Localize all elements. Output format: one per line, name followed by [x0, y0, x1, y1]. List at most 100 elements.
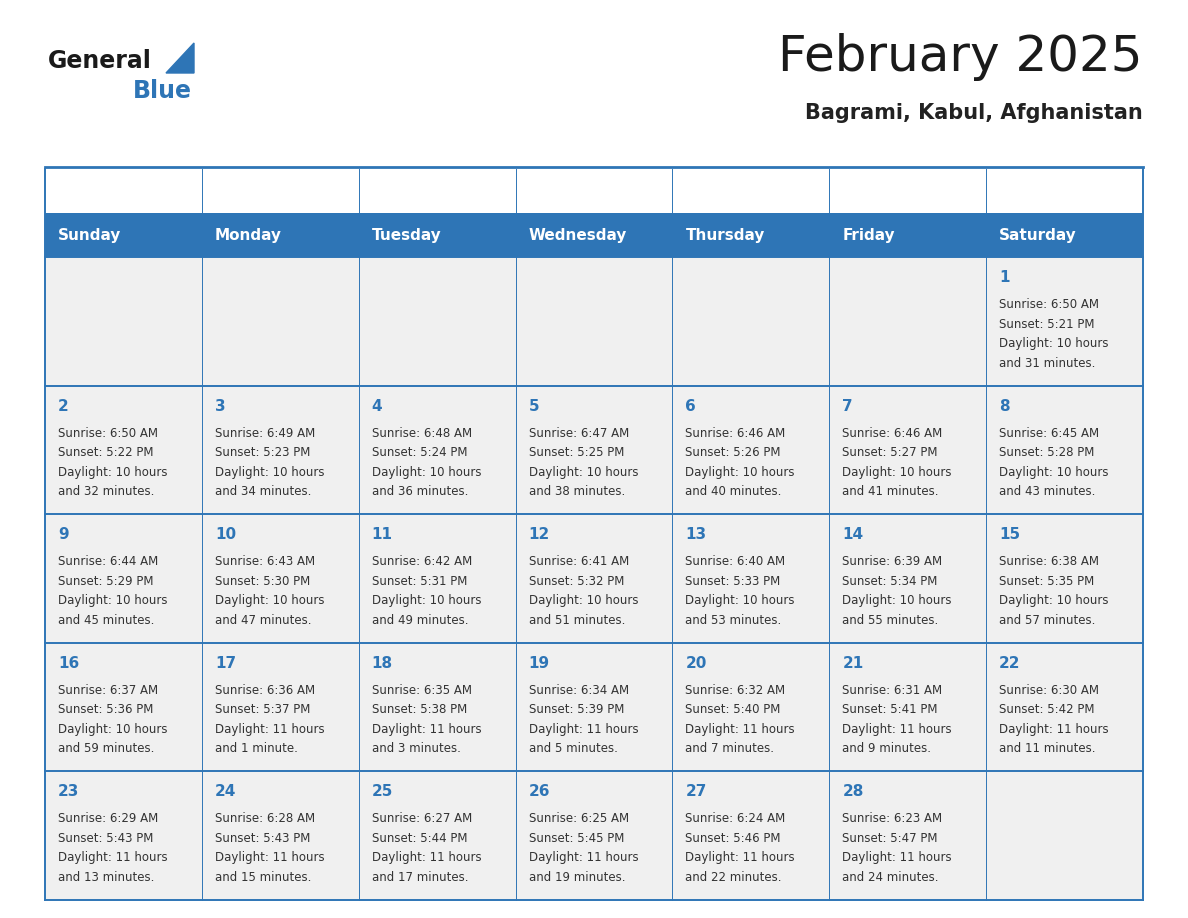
Text: 6: 6 — [685, 398, 696, 414]
Bar — [516, 386, 672, 514]
Text: and 45 minutes.: and 45 minutes. — [58, 614, 154, 627]
Text: 3: 3 — [215, 398, 226, 414]
Text: and 57 minutes.: and 57 minutes. — [999, 614, 1095, 627]
Text: 9: 9 — [58, 527, 69, 543]
Text: Sunrise: 6:35 AM: Sunrise: 6:35 AM — [372, 684, 472, 697]
Text: General: General — [48, 49, 152, 73]
Text: Sunset: 5:45 PM: Sunset: 5:45 PM — [529, 832, 624, 845]
Bar — [45, 643, 202, 771]
Text: 15: 15 — [999, 527, 1020, 543]
Text: Wednesday: Wednesday — [529, 228, 627, 242]
Bar — [359, 514, 516, 643]
Text: Sunset: 5:47 PM: Sunset: 5:47 PM — [842, 832, 937, 845]
Text: Sunrise: 6:45 AM: Sunrise: 6:45 AM — [999, 427, 1099, 440]
Text: and 5 minutes.: and 5 minutes. — [529, 743, 618, 756]
Text: 22: 22 — [999, 655, 1020, 671]
Text: Sunrise: 6:34 AM: Sunrise: 6:34 AM — [529, 684, 628, 697]
Text: Daylight: 11 hours: Daylight: 11 hours — [529, 722, 638, 736]
Text: Sunrise: 6:46 AM: Sunrise: 6:46 AM — [685, 427, 785, 440]
Text: Daylight: 10 hours: Daylight: 10 hours — [529, 465, 638, 478]
Text: Sunset: 5:43 PM: Sunset: 5:43 PM — [215, 832, 310, 845]
Text: Monday: Monday — [215, 228, 282, 242]
Text: Sunset: 5:30 PM: Sunset: 5:30 PM — [215, 575, 310, 588]
Text: Sunrise: 6:25 AM: Sunrise: 6:25 AM — [529, 812, 628, 825]
Text: February 2025: February 2025 — [778, 33, 1143, 81]
Bar — [202, 514, 359, 643]
Text: Daylight: 10 hours: Daylight: 10 hours — [215, 465, 324, 478]
Bar — [672, 643, 829, 771]
Text: Sunrise: 6:42 AM: Sunrise: 6:42 AM — [372, 555, 472, 568]
Text: Sunset: 5:22 PM: Sunset: 5:22 PM — [58, 446, 153, 459]
Bar — [986, 643, 1143, 771]
Text: 14: 14 — [842, 527, 864, 543]
Text: 5: 5 — [529, 398, 539, 414]
Text: Daylight: 10 hours: Daylight: 10 hours — [842, 594, 952, 607]
Text: Sunrise: 6:28 AM: Sunrise: 6:28 AM — [215, 812, 315, 825]
Text: Sunrise: 6:37 AM: Sunrise: 6:37 AM — [58, 684, 158, 697]
Text: Sunset: 5:41 PM: Sunset: 5:41 PM — [842, 703, 937, 716]
Text: 20: 20 — [685, 655, 707, 671]
Text: Daylight: 10 hours: Daylight: 10 hours — [58, 465, 168, 478]
Bar — [359, 643, 516, 771]
Text: Daylight: 10 hours: Daylight: 10 hours — [999, 594, 1108, 607]
Text: and 1 minute.: and 1 minute. — [215, 743, 298, 756]
Text: Friday: Friday — [842, 228, 895, 242]
Text: and 43 minutes.: and 43 minutes. — [999, 485, 1095, 498]
Text: 17: 17 — [215, 655, 236, 671]
Text: Sunset: 5:40 PM: Sunset: 5:40 PM — [685, 703, 781, 716]
Text: Sunset: 5:33 PM: Sunset: 5:33 PM — [685, 575, 781, 588]
Text: Daylight: 10 hours: Daylight: 10 hours — [58, 594, 168, 607]
Text: Daylight: 11 hours: Daylight: 11 hours — [685, 722, 795, 736]
Text: and 55 minutes.: and 55 minutes. — [842, 614, 939, 627]
Text: and 32 minutes.: and 32 minutes. — [58, 485, 154, 498]
Bar — [672, 514, 829, 643]
Text: Daylight: 10 hours: Daylight: 10 hours — [685, 594, 795, 607]
Text: 12: 12 — [529, 527, 550, 543]
Text: and 24 minutes.: and 24 minutes. — [842, 871, 939, 884]
Text: 19: 19 — [529, 655, 550, 671]
Text: Sunset: 5:37 PM: Sunset: 5:37 PM — [215, 703, 310, 716]
Text: 24: 24 — [215, 784, 236, 800]
Text: Sunrise: 6:44 AM: Sunrise: 6:44 AM — [58, 555, 158, 568]
Text: Sunset: 5:44 PM: Sunset: 5:44 PM — [372, 832, 467, 845]
Text: 13: 13 — [685, 527, 707, 543]
Bar — [202, 771, 359, 900]
Text: Sunrise: 6:32 AM: Sunrise: 6:32 AM — [685, 684, 785, 697]
Text: Sunrise: 6:40 AM: Sunrise: 6:40 AM — [685, 555, 785, 568]
Text: Sunrise: 6:48 AM: Sunrise: 6:48 AM — [372, 427, 472, 440]
Bar — [202, 213, 359, 257]
Text: Sunrise: 6:50 AM: Sunrise: 6:50 AM — [999, 298, 1099, 311]
Text: 2: 2 — [58, 398, 69, 414]
Text: 10: 10 — [215, 527, 236, 543]
Text: and 13 minutes.: and 13 minutes. — [58, 871, 154, 884]
Text: and 17 minutes.: and 17 minutes. — [372, 871, 468, 884]
Text: and 15 minutes.: and 15 minutes. — [215, 871, 311, 884]
Text: 27: 27 — [685, 784, 707, 800]
Bar — [829, 213, 986, 257]
Bar — [672, 771, 829, 900]
Bar — [986, 771, 1143, 900]
Text: Sunset: 5:31 PM: Sunset: 5:31 PM — [372, 575, 467, 588]
Text: Sunset: 5:42 PM: Sunset: 5:42 PM — [999, 703, 1094, 716]
Bar — [45, 386, 202, 514]
Text: Blue: Blue — [133, 79, 192, 103]
Text: Daylight: 10 hours: Daylight: 10 hours — [529, 594, 638, 607]
Text: Tuesday: Tuesday — [372, 228, 442, 242]
Bar — [829, 514, 986, 643]
Text: and 49 minutes.: and 49 minutes. — [372, 614, 468, 627]
Bar — [829, 771, 986, 900]
Text: Sunset: 5:28 PM: Sunset: 5:28 PM — [999, 446, 1094, 459]
Text: Daylight: 11 hours: Daylight: 11 hours — [685, 851, 795, 865]
Text: Daylight: 10 hours: Daylight: 10 hours — [215, 594, 324, 607]
Text: Sunday: Sunday — [58, 228, 121, 242]
Text: and 41 minutes.: and 41 minutes. — [842, 485, 939, 498]
Bar — [986, 514, 1143, 643]
Text: Bagrami, Kabul, Afghanistan: Bagrami, Kabul, Afghanistan — [805, 103, 1143, 123]
Text: Sunrise: 6:31 AM: Sunrise: 6:31 AM — [842, 684, 942, 697]
Text: and 47 minutes.: and 47 minutes. — [215, 614, 311, 627]
Text: Sunset: 5:35 PM: Sunset: 5:35 PM — [999, 575, 1094, 588]
Text: and 22 minutes.: and 22 minutes. — [685, 871, 782, 884]
Text: Daylight: 10 hours: Daylight: 10 hours — [999, 465, 1108, 478]
Text: Sunset: 5:46 PM: Sunset: 5:46 PM — [685, 832, 781, 845]
Text: and 38 minutes.: and 38 minutes. — [529, 485, 625, 498]
